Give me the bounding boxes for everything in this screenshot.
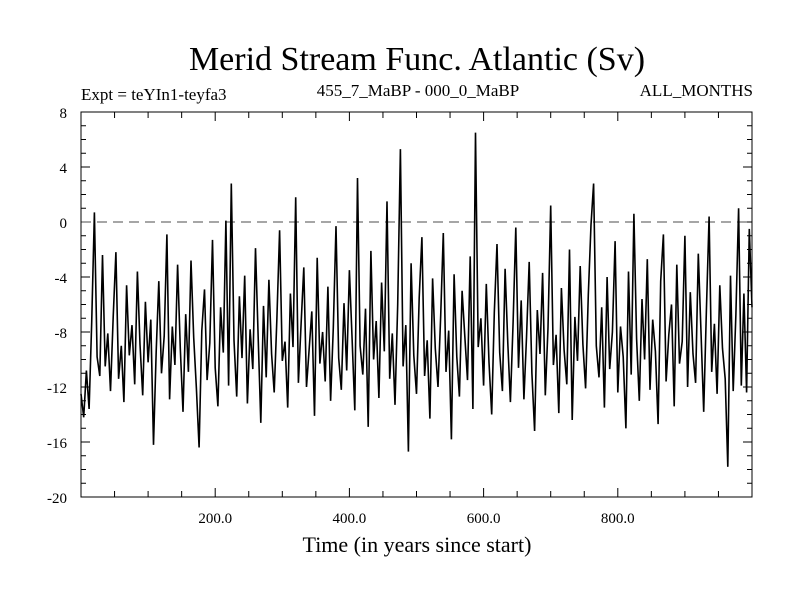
chart-title: Merid Stream Func. Atlantic (Sv) [189, 41, 645, 78]
axis-ticks [81, 112, 752, 497]
y-tick-label: 0 [60, 216, 68, 232]
x-tick-label: 600.0 [467, 511, 501, 527]
x-tick-label: 400.0 [333, 511, 367, 527]
x-tick-label: 800.0 [601, 511, 635, 527]
tick-labels: 200.0 400.0 600.0 800.0 8 4 0 -4 -8 -12 -16 -20 [47, 106, 635, 527]
y-tick-label: -8 [55, 326, 68, 342]
y-tick-label: -4 [55, 271, 68, 287]
x-axis-label: Time (in years since start) [303, 532, 532, 557]
y-tick-label: -12 [47, 381, 67, 397]
y-tick-label: 8 [60, 106, 68, 122]
y-tick-label: 4 [60, 161, 68, 177]
series-line [80, 132, 753, 467]
x-tick-label: 200.0 [198, 511, 232, 527]
period-label: 455_7_MaBP - 000_0_MaBP [317, 81, 519, 100]
y-tick-label: -20 [47, 491, 67, 507]
y-tick-label: -16 [47, 436, 67, 452]
experiment-label: Expt = teYIn1-teyfa3 [81, 85, 227, 104]
plot-frame [80, 111, 753, 498]
months-label: ALL_MONTHS [640, 81, 753, 100]
